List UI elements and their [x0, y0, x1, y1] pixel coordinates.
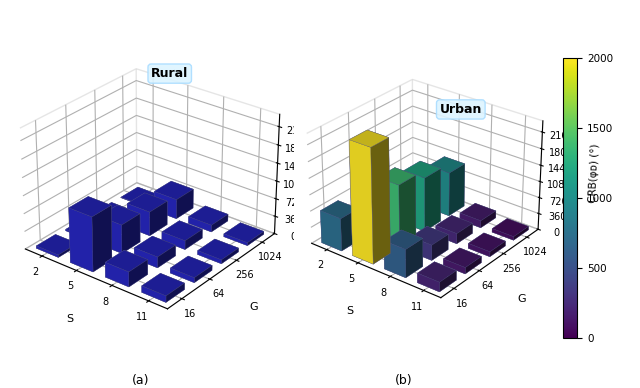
Y-axis label: G: G [250, 301, 258, 312]
X-axis label: S: S [346, 306, 353, 315]
X-axis label: S: S [66, 314, 73, 324]
Text: Urban: Urban [440, 103, 482, 116]
Text: Rural: Rural [151, 67, 188, 80]
Y-axis label: G: G [518, 294, 527, 304]
Text: (b): (b) [394, 374, 412, 387]
Text: (a): (a) [132, 374, 150, 387]
